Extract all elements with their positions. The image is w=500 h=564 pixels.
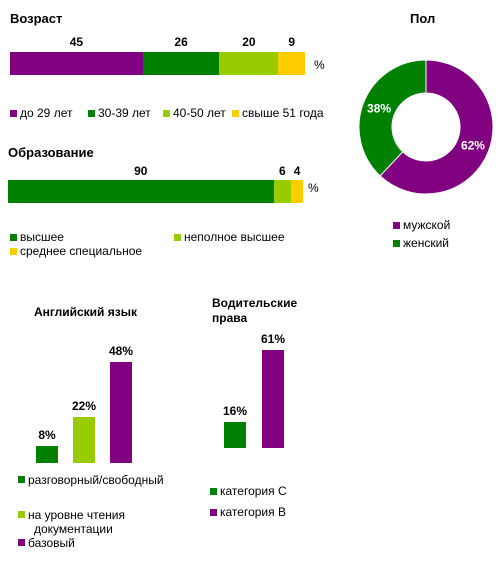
education-legend-item-3-label: среднее специальное bbox=[20, 244, 143, 258]
bar-segment-2 bbox=[142, 52, 220, 75]
english-legend-line-2-1: на уровне чтения bbox=[28, 508, 125, 522]
age-legend-item-1: до 29 лет bbox=[10, 106, 72, 120]
bar-segment-3 bbox=[219, 52, 279, 75]
bar-value-label-2: 26 bbox=[174, 35, 188, 49]
education-legend-item-3: среднее специальное bbox=[10, 244, 142, 258]
age-legend-item-2: 30-39 лет bbox=[88, 106, 151, 120]
bar-value-label-4: 9 bbox=[288, 35, 296, 49]
bar-segment-3 bbox=[291, 180, 303, 203]
english-legend-line-1-1: разговорный/свободный bbox=[28, 473, 164, 487]
license-legend-item-1-swatch bbox=[210, 488, 217, 495]
english-title: Английский язык bbox=[34, 305, 137, 319]
english-legend-item-1-label: разговорный/свободный bbox=[28, 473, 164, 487]
bar-value-label-1: 90 bbox=[134, 164, 148, 178]
education-legend-item-2-swatch bbox=[174, 234, 181, 241]
gender-title: Пол bbox=[410, 11, 436, 26]
english-legend-item-3: базовый bbox=[18, 536, 75, 550]
gender-legend-item-1-label: мужской bbox=[403, 218, 451, 232]
age-legend-item-1-label: до 29 лет bbox=[20, 106, 73, 120]
license-bar-label-2: 61% bbox=[260, 332, 286, 347]
gender-legend-item-2-swatch bbox=[393, 240, 400, 247]
donut-slice-1 bbox=[379, 59, 494, 195]
bar-segment-1 bbox=[8, 180, 274, 203]
english-legend-item-2-label: на уровне чтения документации bbox=[28, 508, 125, 536]
education-legend-item-2: неполное высшее bbox=[174, 230, 285, 244]
english-bar-label-1: 8% bbox=[38, 428, 56, 443]
english-legend-item-1-swatch bbox=[18, 476, 25, 483]
gender-legend-item-2: женский bbox=[393, 236, 449, 250]
english-legend-item-1: разговорный/свободный bbox=[18, 473, 164, 487]
english-bar-label-2: 22% bbox=[71, 398, 97, 413]
education-legend-item-1-swatch bbox=[10, 234, 17, 241]
license-legend-item-1: категория С bbox=[210, 484, 287, 498]
education-legend-item-1-label: высшее bbox=[20, 230, 64, 244]
english-bar-label-3: 48% bbox=[108, 344, 134, 359]
education-title: Образование bbox=[8, 145, 94, 160]
age-legend-item-3-label: 40-50 лет bbox=[173, 106, 226, 120]
bar-segment-2 bbox=[273, 180, 292, 203]
license-bar-1 bbox=[224, 422, 246, 448]
english-legend-item-3-swatch bbox=[18, 539, 25, 546]
license-title-line-1: Водительские bbox=[212, 296, 298, 310]
license-bar-label-1: 16% bbox=[222, 404, 248, 419]
bar-segment-4 bbox=[278, 52, 305, 75]
bar-value-label-3: 4 bbox=[293, 164, 301, 178]
license-legend-item-1-label: категория С bbox=[220, 484, 287, 498]
education-legend-item-1: высшее bbox=[10, 230, 64, 244]
english-bar-1 bbox=[36, 446, 58, 463]
bar-segment-1 bbox=[10, 52, 143, 75]
license-bar-2 bbox=[262, 350, 284, 448]
english-legend-item-2-swatch bbox=[18, 511, 25, 518]
age-legend-item-2-swatch bbox=[88, 110, 95, 117]
donut-slice-label-2: 38% bbox=[367, 101, 391, 115]
gender-legend-item-1: мужской bbox=[393, 218, 450, 232]
age-legend-item-3-swatch bbox=[163, 110, 170, 117]
english-bar-2 bbox=[73, 416, 95, 463]
education-legend-item-2-label: неполное высшее bbox=[184, 230, 285, 244]
gender-legend-item-1-swatch bbox=[393, 222, 400, 229]
license-title: Водительские права bbox=[212, 296, 297, 326]
age-unit: % bbox=[314, 58, 325, 72]
english-legend-line-2-2: документации bbox=[34, 522, 113, 536]
donut-slice-2 bbox=[358, 59, 427, 177]
gender-donut-chart: 62% 38% bbox=[358, 59, 494, 195]
age-legend-item-4-label: свыше 51 года bbox=[242, 106, 324, 120]
age-title: Возраст bbox=[10, 11, 63, 26]
age-legend-item-4-swatch bbox=[232, 110, 239, 117]
license-legend-item-2-swatch bbox=[210, 509, 217, 516]
english-legend-line-3-1: базовый bbox=[28, 536, 75, 550]
age-legend-item-2-label: 30-39 лет bbox=[98, 106, 151, 120]
bar-value-label-3: 20 bbox=[242, 35, 256, 49]
education-legend-item-3-swatch bbox=[10, 248, 17, 255]
license-legend-item-2-label: категория В bbox=[220, 505, 286, 519]
age-legend-item-3: 40-50 лет bbox=[163, 106, 226, 120]
english-legend-item-2: на уровне чтения документации bbox=[18, 508, 125, 536]
english-bar-3 bbox=[110, 362, 132, 463]
age-legend-item-1-swatch bbox=[10, 110, 17, 117]
bar-value-label-1: 45 bbox=[69, 35, 84, 49]
bar-value-label-2: 6 bbox=[279, 164, 286, 178]
license-legend-item-2: категория В bbox=[210, 505, 286, 519]
education-unit: % bbox=[308, 181, 319, 195]
english-legend-item-3-label: базовый bbox=[28, 536, 75, 550]
donut-slice-label-1: 62% bbox=[461, 139, 485, 153]
license-title-line-2: права bbox=[212, 311, 248, 325]
age-legend-item-4: свыше 51 года bbox=[232, 106, 324, 120]
gender-legend-item-2-label: женский bbox=[403, 236, 449, 250]
